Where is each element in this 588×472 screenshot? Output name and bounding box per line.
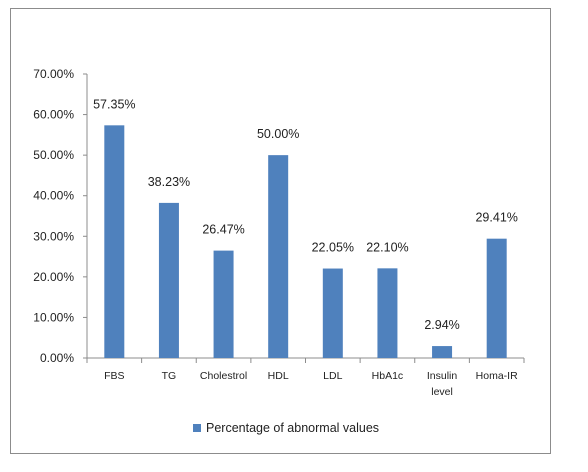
bar — [104, 125, 125, 358]
y-tick-label: 10.00% — [33, 310, 74, 324]
x-tick-label: Insulin level — [427, 370, 458, 398]
x-tick-label: FBS — [104, 370, 124, 382]
legend-swatch — [193, 424, 201, 432]
y-tick-label: 50.00% — [33, 148, 74, 162]
legend: Percentage of abnormal values — [193, 421, 379, 435]
y-tick-label: 60.00% — [33, 108, 74, 122]
bar — [268, 155, 289, 358]
y-tick-label: 0.00% — [40, 351, 74, 365]
y-tick-label: 20.00% — [33, 270, 74, 284]
x-tick-label: TG — [162, 370, 177, 382]
data-label: 26.47% — [202, 223, 244, 237]
data-label: 50.00% — [257, 127, 299, 141]
data-label: 29.41% — [475, 211, 517, 225]
y-tick-label: 40.00% — [33, 189, 74, 203]
bar — [432, 346, 453, 358]
bar — [486, 238, 507, 358]
y-tick-label: 70.00% — [33, 67, 74, 81]
bar — [377, 268, 398, 358]
data-label: 38.23% — [148, 175, 190, 189]
x-tick-label: LDL — [323, 370, 342, 382]
y-tick-label: 30.00% — [33, 229, 74, 243]
data-label: 2.94% — [424, 318, 459, 332]
legend-label: Percentage of abnormal values — [206, 421, 380, 435]
bar — [158, 202, 179, 358]
x-tick-label: HbA1c — [372, 370, 404, 382]
data-label: 57.35% — [93, 97, 135, 111]
data-label: 22.10% — [366, 240, 408, 254]
x-tick-label: Homa-IR — [476, 370, 518, 382]
bar — [213, 250, 234, 358]
x-tick-label: HDL — [268, 370, 289, 382]
bar — [322, 268, 343, 358]
data-label: 22.05% — [312, 241, 354, 255]
x-tick-label: Cholestrol — [200, 370, 247, 382]
